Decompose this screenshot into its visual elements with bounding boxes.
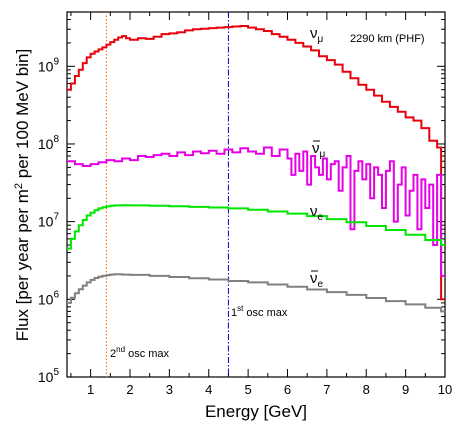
y-tick-label: 105 (38, 367, 60, 385)
x-axis-label: Energy [GeV] (205, 402, 307, 421)
1st-osc-max-label: 1st osc max (231, 304, 288, 319)
label-nuebar: νe (310, 270, 324, 290)
x-tick-label: 2 (126, 382, 133, 397)
x-tick-label: 6 (284, 382, 291, 397)
y-axis-label-sup: 2 (13, 183, 25, 189)
x-tick-label: 4 (205, 382, 212, 397)
series-nue (67, 204, 445, 250)
x-tick-label: 5 (245, 382, 252, 397)
series-nuebar (67, 273, 445, 313)
label-numubar: νμ (312, 140, 326, 160)
y-tick-label: 108 (38, 134, 60, 152)
series-labels: 2nd osc max 1st osc max νμ νμ νe νe (110, 25, 326, 360)
label-numu: νμ (310, 25, 324, 45)
x-tick-label: 8 (363, 382, 370, 397)
y-axis-label: Flux [per year per m2 per 100 MeV bin] (13, 49, 32, 341)
x-tick-label: 10 (438, 382, 452, 397)
series-numu (67, 25, 445, 301)
x-tick-label: 9 (402, 382, 409, 397)
plot-frame (66, 11, 446, 378)
y-tick-label: 106 (38, 289, 60, 307)
label-nue: νe (310, 203, 324, 223)
2nd-osc-max-label: 2nd osc max (110, 345, 170, 360)
axis-ticks: 1 2 3 4 5 6 7 8 9 10 105 106 107 108 109 (38, 11, 452, 397)
baseline-annotation: 2290 km (PHF) (350, 33, 425, 45)
series-numubar (67, 146, 445, 277)
x-tick-label: 1 (87, 382, 94, 397)
oscillation-markers (105, 12, 229, 377)
y-axis-label-tail: per 100 MeV bin] (13, 49, 32, 183)
x-tick-label: 3 (166, 382, 173, 397)
y-tick-label: 107 (38, 212, 60, 230)
y-tick-label: 109 (38, 56, 60, 74)
x-tick-label: 7 (323, 382, 330, 397)
series-group (67, 25, 445, 313)
y-axis-label-main: Flux [per year per m (13, 189, 32, 341)
